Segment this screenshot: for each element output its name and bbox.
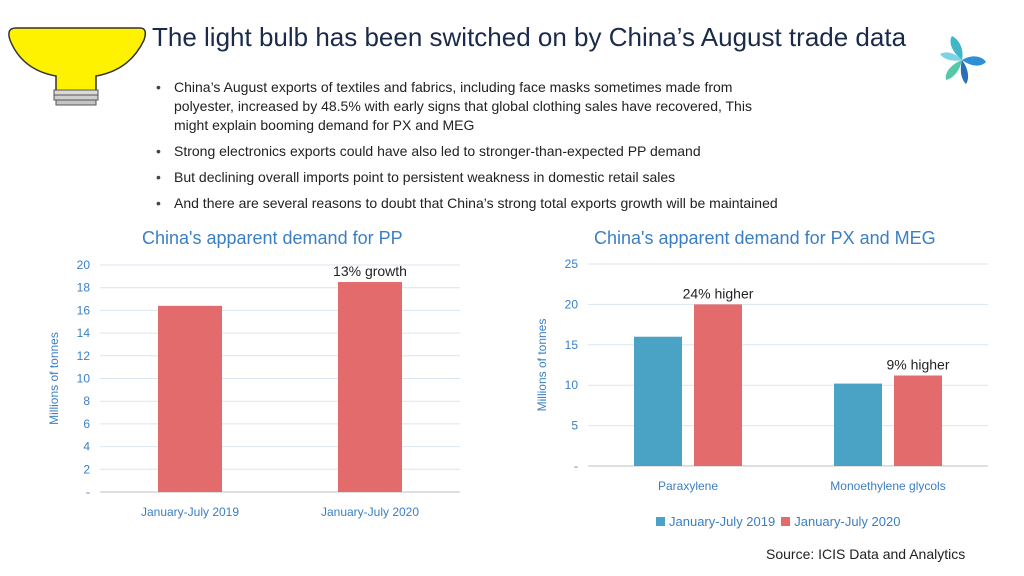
bar bbox=[158, 305, 222, 492]
chart-legend: January-July 2019 January-July 2020 bbox=[656, 514, 906, 529]
y-tick-label: 4 bbox=[83, 440, 90, 454]
bullet-list: China’s August exports of textiles and f… bbox=[148, 78, 784, 220]
legend-item: January-July 2019 bbox=[656, 514, 775, 529]
y-tick-label: 5 bbox=[571, 419, 578, 433]
y-tick-label: - bbox=[86, 485, 90, 499]
slide-title: The light bulb has been switched on by C… bbox=[152, 22, 907, 52]
x-tick-label: Paraxylene bbox=[658, 479, 718, 493]
data-annotation: 9% higher bbox=[886, 357, 949, 373]
chart-title-pp: China's apparent demand for PP bbox=[142, 228, 403, 248]
y-tick-label: 6 bbox=[83, 417, 90, 431]
y-axis-label: Millions of tonnes bbox=[47, 332, 61, 425]
bullet-item: China’s August exports of textiles and f… bbox=[148, 78, 784, 135]
y-tick-label: 16 bbox=[77, 303, 91, 317]
y-tick-label: 15 bbox=[565, 338, 579, 352]
chart-px-meg: - 5 10 15 20 25 Millions of tonnes Paraxylene 24… bbox=[535, 257, 988, 493]
icis-logo-icon bbox=[940, 36, 986, 84]
y-tick-label: 20 bbox=[565, 297, 579, 311]
data-annotation: 13% growth bbox=[333, 263, 407, 279]
y-tick-label: 10 bbox=[77, 372, 91, 386]
bar bbox=[834, 383, 882, 466]
x-tick-label: January-July 2020 bbox=[321, 505, 419, 519]
legend-item: January-July 2020 bbox=[781, 514, 900, 529]
y-axis-label: Millions of tonnes bbox=[535, 319, 549, 412]
source-note: Source: ICIS Data and Analytics bbox=[766, 546, 966, 562]
legend-swatch-2020 bbox=[781, 517, 791, 526]
bullet-item: Strong electronics exports could have al… bbox=[148, 142, 784, 161]
x-tick-label: January-July 2019 bbox=[141, 505, 239, 519]
legend-label: January-July 2019 bbox=[669, 514, 776, 529]
x-tick-label: Monoethylene glycols bbox=[830, 479, 945, 493]
bar bbox=[694, 304, 742, 466]
y-tick-label: 18 bbox=[77, 281, 91, 295]
data-annotation: 24% higher bbox=[683, 285, 754, 301]
bullet-item: And there are several reasons to doubt t… bbox=[148, 194, 784, 213]
bar bbox=[634, 336, 682, 466]
y-tick-label: 2 bbox=[83, 462, 90, 476]
legend-swatch-2019 bbox=[656, 517, 665, 526]
y-tick-label: 10 bbox=[565, 378, 579, 392]
bullet-item: But declining overall imports point to p… bbox=[148, 168, 784, 187]
bar bbox=[338, 282, 402, 492]
light-bulb-icon bbox=[8, 27, 147, 106]
y-tick-label: 20 bbox=[77, 258, 91, 272]
chart-pp: - 2 4 6 8 10 12 14 16 18 20 Millions of tonnes Janua… bbox=[47, 258, 460, 519]
legend-label: January-July 2020 bbox=[794, 514, 901, 529]
y-tick-label: 12 bbox=[77, 349, 91, 363]
y-tick-label: - bbox=[574, 459, 578, 473]
y-tick-label: 8 bbox=[83, 394, 90, 408]
chart-title-px-meg: China's apparent demand for PX and MEG bbox=[594, 228, 936, 248]
bar bbox=[894, 375, 942, 466]
y-tick-label: 25 bbox=[565, 257, 579, 271]
y-tick-label: 14 bbox=[77, 326, 91, 340]
